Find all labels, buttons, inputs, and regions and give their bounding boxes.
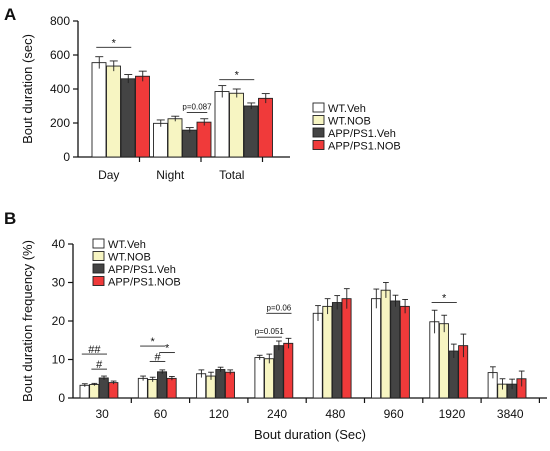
bar-a-night-app-ps1-nob bbox=[196, 121, 212, 158]
x-tick-label: 60 bbox=[154, 407, 168, 421]
legend-swatch-app-ps1-nob bbox=[92, 276, 105, 286]
y-axis-title: Bout duration (sec) bbox=[20, 34, 35, 144]
significance-label: ## bbox=[88, 344, 101, 356]
x-tick-label: 120 bbox=[209, 407, 229, 421]
significance-label: p=0.06 bbox=[267, 303, 292, 312]
significance-label: * bbox=[112, 37, 117, 49]
bar-a-total-app-ps1-veh bbox=[243, 105, 259, 158]
bar-b-30-wt-veh bbox=[79, 384, 90, 399]
panel-label-b: B bbox=[4, 209, 16, 228]
x-tick-label: 960 bbox=[384, 407, 404, 421]
bar-a-day-wt-veh bbox=[91, 62, 107, 158]
bar-a-total-app-ps1-nob bbox=[258, 97, 273, 158]
bar-b-480-wt-veh bbox=[312, 312, 323, 399]
bar-b-960-app-ps1-veh bbox=[390, 300, 401, 399]
y-tick-label: 600 bbox=[50, 48, 70, 62]
bar-b-240-wt-nob bbox=[264, 358, 275, 399]
legend-swatch-wt-veh bbox=[312, 102, 325, 113]
x-tick-label: 30 bbox=[95, 407, 109, 421]
significance-label: * bbox=[165, 343, 170, 355]
y-tick-label: 800 bbox=[50, 14, 70, 28]
bar-b-480-app-ps1-nob bbox=[341, 298, 352, 399]
y-axis-title: Bout duration frequency (%) bbox=[20, 240, 35, 402]
bar-b-120-app-ps1-nob bbox=[224, 371, 235, 399]
bar-a-day-app-ps1-veh bbox=[120, 78, 136, 158]
bar-b-240-app-ps1-veh bbox=[273, 345, 284, 399]
bar-a-total-wt-veh bbox=[214, 91, 230, 158]
x-tick-label: 3840 bbox=[497, 407, 524, 421]
legend-swatch-wt-nob bbox=[312, 115, 325, 125]
significance-label: # bbox=[154, 351, 161, 363]
x-tick-label: 240 bbox=[267, 407, 287, 421]
bar-b-960-app-ps1-nob bbox=[399, 305, 410, 399]
significance-label: * bbox=[235, 70, 240, 82]
y-tick-label: 30 bbox=[52, 276, 66, 290]
x-tick-label: Total bbox=[219, 168, 244, 182]
significance-label: p=0.051 bbox=[255, 327, 285, 336]
legend-swatch-app-ps1-nob bbox=[312, 140, 325, 150]
bar-a-night-wt-veh bbox=[153, 122, 168, 158]
x-axis-title: Bout duration (Sec) bbox=[254, 427, 366, 442]
legend-label-app-ps1-veh: APP/PS1.Veh bbox=[328, 128, 396, 140]
bar-b-30-app-ps1-veh bbox=[98, 377, 109, 399]
y-tick-label: 40 bbox=[52, 237, 66, 251]
legend-label-app-ps1-nob: APP/PS1.NOB bbox=[328, 141, 401, 153]
chart-panel-b: 0 10 20 30 40 Bout duration frequency (%) 30 60… bbox=[20, 237, 547, 442]
bar-b-30-app-ps1-nob bbox=[108, 382, 119, 399]
y-tick-label: 200 bbox=[50, 116, 70, 130]
bar-b-60-app-ps1-nob bbox=[166, 377, 177, 399]
legend-swatch-wt-nob bbox=[92, 251, 105, 261]
legend-label-wt-veh: WT.Veh bbox=[328, 103, 366, 115]
bar-b-960-wt-veh bbox=[371, 298, 382, 399]
legend-label-app-ps1-nob: APP/PS1.NOB bbox=[108, 277, 181, 289]
bar-a-day-app-ps1-nob bbox=[135, 75, 150, 158]
y-tick-label: 0 bbox=[63, 150, 70, 164]
bar-b-1920-app-ps1-veh bbox=[448, 350, 459, 399]
significance-label: * bbox=[442, 293, 447, 305]
bar-b-960-wt-nob bbox=[380, 289, 391, 399]
bar-a-night-app-ps1-veh bbox=[182, 129, 197, 158]
bar-a-night-wt-nob bbox=[167, 118, 183, 158]
x-tick-label: Day bbox=[98, 168, 119, 182]
x-tick-label: Night bbox=[156, 168, 185, 182]
significance-label: * bbox=[151, 336, 156, 348]
y-tick-label: 400 bbox=[50, 82, 70, 96]
legend-label-app-ps1-veh: APP/PS1.Veh bbox=[108, 264, 176, 276]
legend-label-wt-nob: WT.NOB bbox=[328, 116, 371, 128]
x-tick-label: 480 bbox=[325, 407, 345, 421]
panel-label-a: A bbox=[4, 5, 16, 24]
bar-b-240-wt-veh bbox=[254, 357, 265, 399]
bar-b-1920-wt-nob bbox=[438, 323, 449, 399]
bar-b-240-app-ps1-nob bbox=[283, 342, 294, 399]
significance-label: # bbox=[96, 359, 103, 371]
legend-label-wt-nob: WT.NOB bbox=[108, 252, 151, 264]
legend-swatch-app-ps1-veh bbox=[92, 263, 105, 274]
bar-b-480-app-ps1-veh bbox=[331, 302, 342, 399]
legend-swatch-wt-veh bbox=[92, 238, 105, 249]
bar-b-60-app-ps1-veh bbox=[157, 371, 168, 399]
y-tick-label: 10 bbox=[52, 353, 66, 367]
bar-b-60-wt-veh bbox=[137, 377, 148, 399]
legend-label-wt-veh: WT.Veh bbox=[108, 239, 146, 251]
bar-b-60-wt-nob bbox=[147, 379, 158, 399]
y-tick-label: 0 bbox=[58, 391, 65, 405]
significance-label: p=0.087 bbox=[182, 102, 212, 111]
bar-b-120-app-ps1-veh bbox=[215, 369, 226, 399]
bar-b-30-wt-nob bbox=[89, 384, 100, 399]
bar-a-total-wt-nob bbox=[229, 92, 244, 158]
legend-swatch-app-ps1-veh bbox=[312, 127, 325, 138]
bar-a-day-wt-nob bbox=[106, 65, 121, 158]
y-tick-label: 20 bbox=[52, 314, 66, 328]
x-tick-label: 1920 bbox=[439, 407, 466, 421]
chart-panel-a: 0 200 400 600 800 Bout duration (sec) Day Night… bbox=[20, 14, 401, 182]
bar-b-480-wt-nob bbox=[322, 305, 333, 399]
